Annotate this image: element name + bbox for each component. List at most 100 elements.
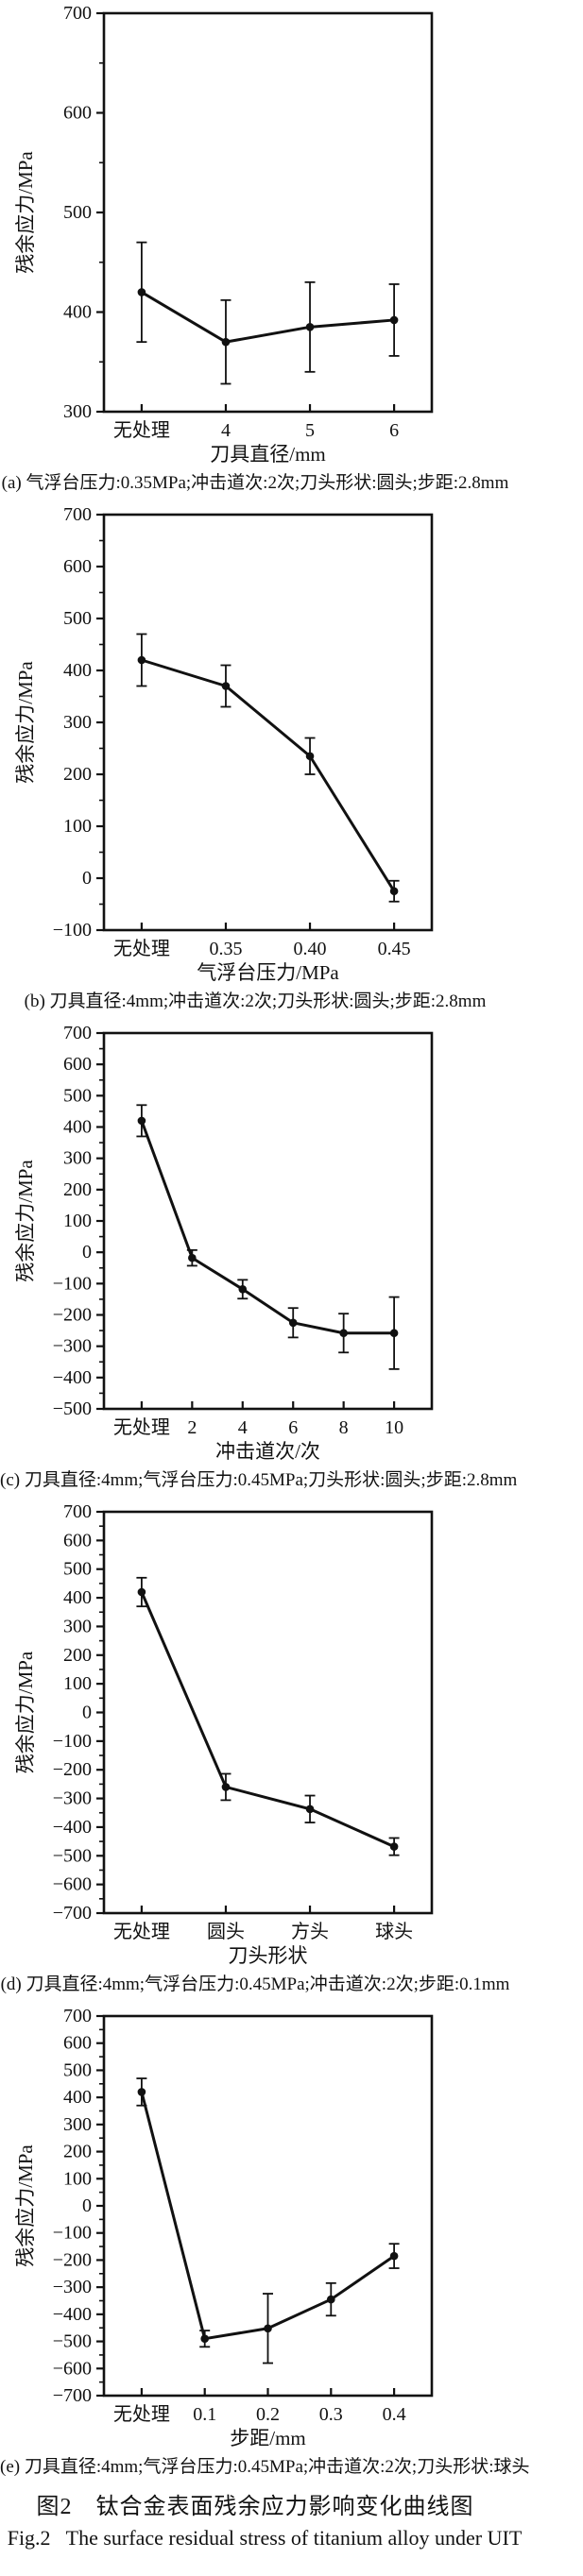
x-tick-label: 0.3 [319,2404,343,2425]
y-tick-label: −100 [53,2223,92,2244]
y-axis-title: 残余应力/MPa [14,1651,37,1773]
y-tick-label: 100 [63,1673,92,1694]
y-tick-label: 300 [63,1148,92,1169]
data-point [288,1318,298,1328]
data-point [305,323,315,331]
x-tick-label: 球头 [375,1921,413,1942]
chart-d-caption: (d) 刀具直径:4mm;气浮台压力:0.45MPa;冲击道次:2次;步距:0.… [0,1974,510,1994]
plot-frame [102,1031,434,1411]
y-tick-label: 300 [63,712,92,733]
axes [96,2014,434,2398]
chart-e-canvas: −700 −600 −500 −400 −300 −200 −100 0 100 200 300 40… [14,2006,434,2449]
y-tick-label: 500 [63,608,92,629]
data-point [137,2088,146,2096]
x-tick-label: 无处理 [113,2403,170,2425]
y-tick-label: 600 [63,103,92,124]
x-tick-label: 4 [221,420,231,441]
x-tick-label: 5 [305,420,315,441]
y-tick-label: −200 [53,1305,92,1326]
data-point [389,315,399,325]
plot-frame [102,11,434,414]
chart-b-caption: (b) 刀具直径:4mm;冲击道次:2次;刀头形状:圆头;步距:2.8mm [24,991,487,1011]
x-axis-title: 刀具直径/mm [210,443,326,466]
chart-a-caption: (a) 气浮台压力:0.35MPa;冲击道次:2次;刀头形状:圆头;步距:2.8… [1,473,509,493]
y-tick-label: 700 [63,3,92,24]
x-tick-label: 无处理 [113,419,170,441]
y-tick-label: 200 [63,1645,92,1666]
error-bars [136,633,400,903]
y-tick-label: 300 [63,1616,92,1636]
y-tick-label: 400 [63,302,92,323]
y-tick-label: −400 [53,2304,92,2325]
chart-c-block: −500 −400 −300 −200 −100 0 100 200 300 400 500 600 7… [0,1022,583,1491]
data-point [305,752,315,761]
x-tick-label: 无处理 [113,1416,170,1438]
y-tick-label: −700 [53,2385,92,2406]
y-tick-label: 500 [63,1559,92,1580]
y-axis-title: 残余应力/MPa [14,2144,37,2267]
data-point [238,1285,248,1294]
data-point [326,2295,335,2304]
x-tick-label: 方头 [291,1921,329,1942]
x-tick-label: 0.4 [383,2404,406,2425]
y-tick-label: 300 [63,401,92,422]
y-tick-label: 100 [63,816,92,837]
x-tick-label: 0.45 [378,939,411,959]
data-point [305,1805,315,1814]
y-tick-label: 700 [63,1023,92,1043]
figure-caption-chinese: 图2 钛合金表面残余应力影响变化曲线图 [36,2495,474,2519]
chart-a-block: 300 400 500 600 700 无处理 4 5 6 刀具直径/mm 残余应力/MPa (a)… [0,2,583,494]
error-bars [136,1104,400,1370]
y-axis-title: 残余应力/MPa [14,151,37,274]
y-tick-label: 0 [82,2195,92,2216]
data-point [188,1253,197,1263]
axes [96,1031,434,1411]
error-bars [136,1576,400,1856]
x-tick-label: 圆头 [207,1921,245,1942]
y-tick-label: −600 [53,1874,92,1895]
y-tick-label: −500 [53,2331,92,2352]
data-line [141,291,395,344]
x-tick-label: 8 [339,1417,349,1438]
y-tick-label: 500 [63,2059,92,2080]
chart-e-caption: (e) 刀具直径:4mm;气浮台压力:0.45MPa;冲击道次:2次;刀头形状:… [0,2457,530,2477]
y-axis-title: 残余应力/MPa [14,661,37,784]
y-tick-label: −500 [53,1845,92,1866]
data-point [200,2334,210,2343]
x-tick-label: 2 [187,1417,197,1438]
chart-b-block: −100 0 100 200 300 400 500 600 700 无处理 0.35 0.40 0.4… [0,503,583,1012]
data-point [221,682,231,690]
data-line [140,1591,395,1848]
axes [96,1510,434,1915]
y-tick-label: 200 [63,764,92,785]
axes [96,513,434,932]
x-tick-label: 0.1 [193,2404,216,2425]
data-line [141,658,396,892]
y-tick-label: 600 [63,1530,92,1551]
y-tick-label: 400 [63,660,92,681]
y-tick-label: 200 [63,1179,92,1200]
y-tick-label: 200 [63,2142,92,2162]
data-point [264,2324,272,2333]
x-tick-label: 6 [389,420,399,441]
y-tick-label: 500 [63,202,92,223]
y-tick-label: −500 [53,1398,92,1419]
y-tick-label: 100 [63,2168,92,2189]
y-tick-label: −600 [53,2358,92,2379]
y-tick-label: −700 [53,1903,92,1924]
y-tick-label: 400 [63,1587,92,1608]
y-tick-label: 100 [63,1211,92,1231]
chart-c-canvas: −500 −400 −300 −200 −100 0 100 200 300 400 500 600 7… [14,1023,434,1463]
data-point [221,337,231,347]
x-axis-title: 冲击道次/次 [215,1440,320,1463]
x-tick-label: 10 [385,1417,403,1438]
x-tick-label: 0.35 [209,939,242,959]
x-tick-label: 无处理 [113,938,170,959]
y-tick-label: 300 [63,2114,92,2135]
figure-caption-english: Fig.2 The surface residual stress of tit… [7,2526,523,2550]
y-tick-label: −300 [53,1336,92,1357]
y-tick-label: 0 [82,1242,92,1263]
chart-e-block: −700 −600 −500 −400 −300 −200 −100 0 100 200 300 40… [0,2005,583,2478]
y-tick-label: 700 [63,1501,92,1522]
y-tick-label: −400 [53,1367,92,1388]
